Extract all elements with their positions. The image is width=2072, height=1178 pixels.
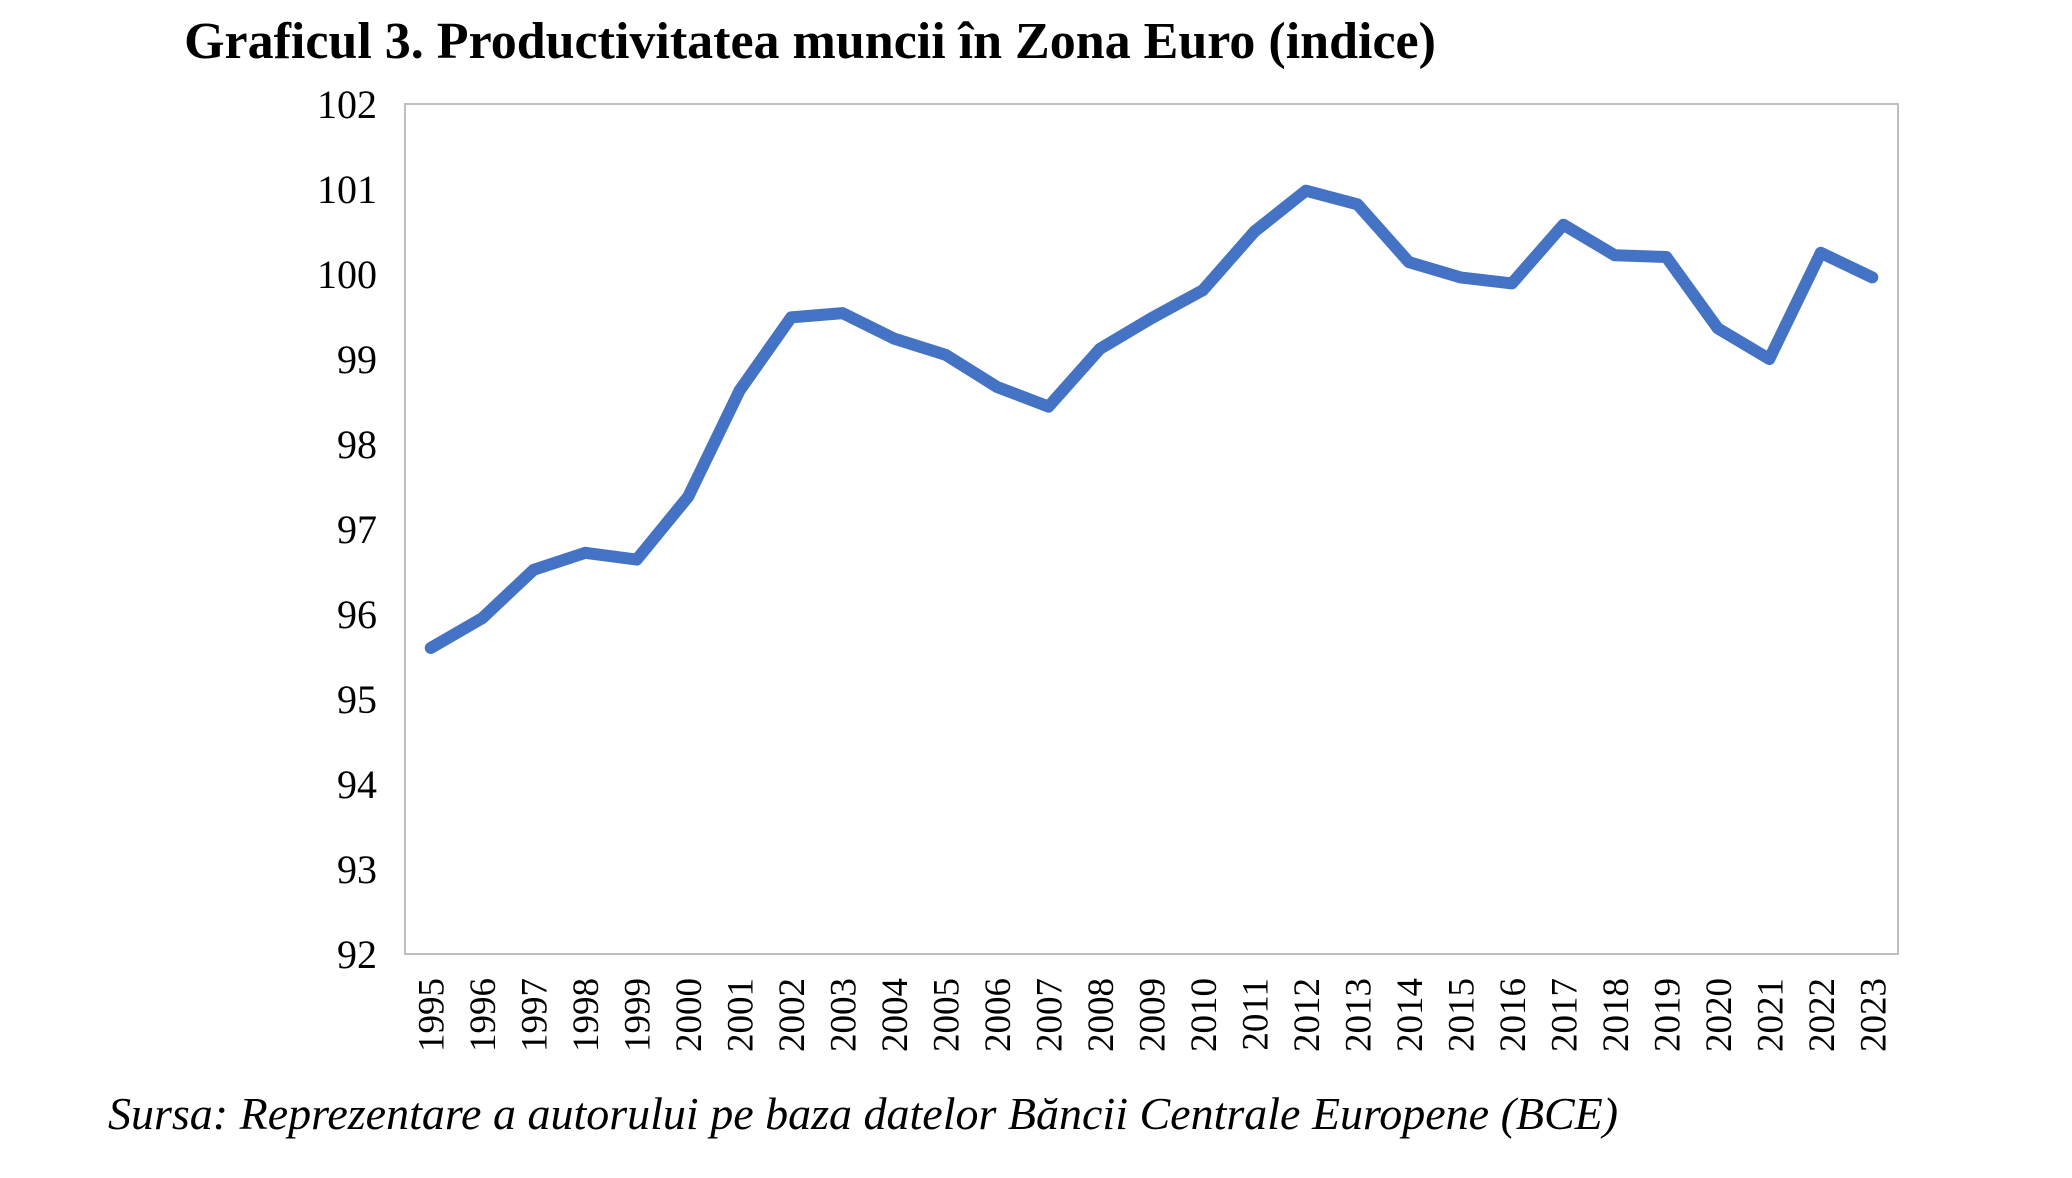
y-tick-label: 99	[337, 337, 377, 382]
x-tick-label: 2018	[1596, 978, 1637, 1052]
x-tick-label: 2003	[824, 978, 865, 1052]
x-tick-label: 2013	[1338, 978, 1379, 1052]
source-note: Sursa: Reprezentare a autorului pe baza …	[108, 1088, 1619, 1139]
x-tick-label: 2000	[669, 978, 710, 1052]
x-tick-label: 2011	[1235, 978, 1276, 1051]
y-axis-ticks: 92 93 94 95 96 97 98 99 100 101 102	[317, 82, 377, 977]
y-tick-label: 101	[317, 167, 377, 212]
x-tick-label: 2017	[1544, 978, 1585, 1052]
x-tick-label: 2010	[1184, 978, 1225, 1052]
x-tick-label: 2007	[1030, 978, 1071, 1052]
x-tick-label: 2005	[927, 978, 968, 1052]
y-tick-label: 98	[337, 422, 377, 467]
x-tick-label: 1995	[412, 978, 453, 1052]
y-tick-label: 95	[337, 677, 377, 722]
x-tick-label: 2021	[1750, 978, 1791, 1052]
y-tick-label: 100	[317, 252, 377, 297]
x-tick-label: 2008	[1081, 978, 1122, 1052]
y-tick-label: 102	[317, 82, 377, 127]
x-tick-label: 2020	[1699, 978, 1740, 1052]
x-tick-label: 2023	[1853, 978, 1894, 1052]
series-line-productivity	[424, 184, 1879, 654]
x-tick-label: 2015	[1441, 978, 1482, 1052]
y-tick-label: 93	[337, 847, 377, 892]
x-tick-label: 2002	[772, 978, 813, 1052]
x-axis-ticks: 1995 1996 1997 1998 1999 2000 2001 2002 2003 2004…	[412, 978, 1895, 1052]
plot-frame	[404, 103, 1899, 955]
x-tick-label: 1999	[618, 978, 659, 1052]
y-tick-label: 97	[337, 507, 377, 552]
x-tick-label: 2019	[1647, 978, 1688, 1052]
x-tick-label: 2014	[1390, 978, 1431, 1052]
x-tick-label: 1996	[463, 978, 504, 1052]
x-tick-label: 2022	[1802, 978, 1843, 1052]
x-tick-label: 1998	[566, 978, 607, 1052]
y-tick-label: 92	[337, 932, 377, 977]
x-tick-label: 1997	[515, 978, 556, 1052]
x-tick-label: 2012	[1287, 978, 1328, 1052]
y-tick-label: 96	[337, 592, 377, 637]
x-tick-label: 2004	[875, 978, 916, 1052]
chart-title: Graficul 3. Productivitatea muncii în Zo…	[184, 13, 1436, 70]
x-tick-label: 2009	[1133, 978, 1174, 1052]
y-tick-label: 94	[337, 762, 377, 807]
x-tick-label: 2006	[978, 978, 1019, 1052]
x-tick-label: 2016	[1493, 978, 1534, 1052]
x-tick-label: 2001	[721, 978, 762, 1052]
